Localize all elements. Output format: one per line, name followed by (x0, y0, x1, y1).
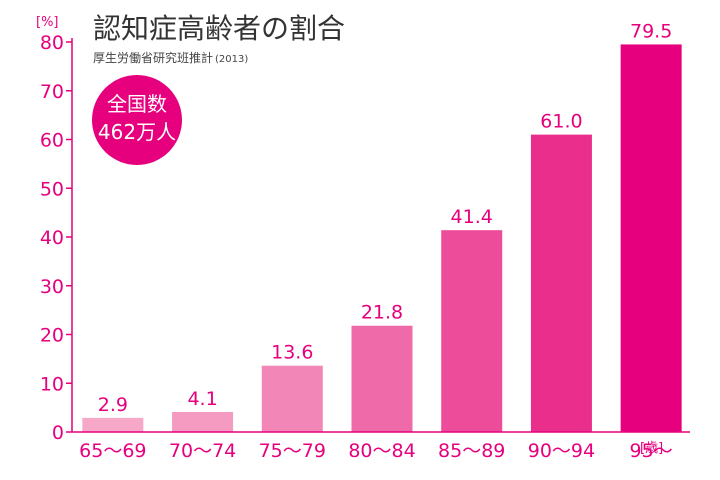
bar (441, 230, 503, 432)
y-axis-unit: [%] (36, 15, 59, 30)
data-labels: 2.9 4.1 13.6 21.8 41.4 61.0 79.5 (98, 20, 673, 415)
chart-title: 認知症高齢者の割合 (93, 12, 345, 45)
data-label: 4.1 (187, 388, 217, 410)
bar (261, 365, 323, 432)
y-tick-label: 0 (52, 422, 64, 444)
data-label: 21.8 (361, 302, 403, 324)
subtitle-source: 厚生労働省研究班推計 (93, 50, 213, 65)
y-tick-label: 10 (40, 373, 64, 395)
y-tick-label: 50 (40, 178, 64, 200)
y-tick-label: 60 (40, 130, 64, 152)
badge-line2: 462万人 (98, 120, 176, 144)
chart-subtitle: 厚生労働省研究班推計 (2013) (93, 50, 248, 65)
x-tick-label: 70〜74 (169, 440, 236, 462)
x-tick-label: 90〜94 (528, 440, 595, 462)
y-tick-label: 70 (40, 81, 64, 103)
bar (172, 412, 234, 432)
bar (82, 417, 144, 432)
y-tick-label: 40 (40, 227, 64, 249)
population-badge: 全国数 462万人 (92, 75, 182, 165)
data-label: 41.4 (451, 206, 493, 228)
bar (620, 44, 682, 432)
data-label: 13.6 (271, 342, 313, 364)
x-tick-label: 80〜84 (348, 440, 415, 462)
subtitle-year: (2013) (215, 54, 248, 65)
y-tick-label: 80 (40, 32, 64, 54)
data-label: 79.5 (630, 20, 672, 42)
bars (82, 44, 682, 432)
badge-line1: 全国数 (107, 92, 167, 116)
bar (530, 134, 592, 432)
data-label: 2.9 (98, 394, 128, 416)
x-axis-ticks: 65〜69 70〜74 75〜79 80〜84 85〜89 90〜94 95〜 (79, 440, 673, 462)
y-tick-label: 30 (40, 276, 64, 298)
y-axis-ticks: 0 10 20 30 40 50 60 70 80 (40, 32, 72, 444)
x-axis-unit: [歳] (640, 441, 663, 456)
x-tick-label: 95〜 (630, 440, 673, 462)
x-tick-label: 85〜89 (438, 440, 505, 462)
x-tick-label: 75〜79 (259, 440, 326, 462)
x-tick-label: 65〜69 (79, 440, 146, 462)
badge-circle (92, 75, 182, 165)
data-label: 61.0 (540, 111, 582, 133)
bar (351, 325, 413, 432)
y-tick-label: 20 (40, 325, 64, 347)
